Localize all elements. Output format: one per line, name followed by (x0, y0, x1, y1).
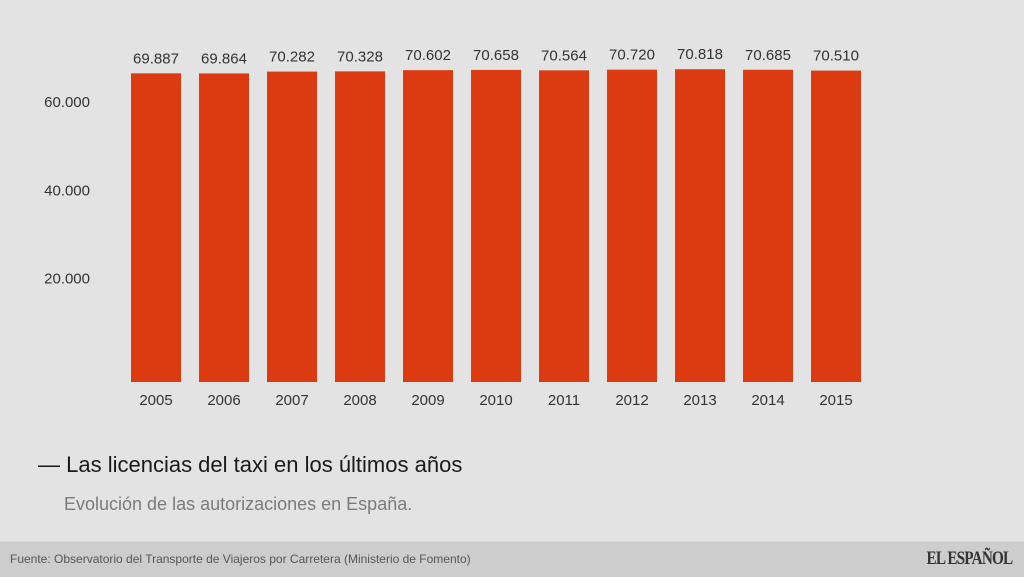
bar-2009 (403, 70, 453, 382)
x-tick-label: 2015 (819, 392, 852, 409)
bar-2005 (131, 73, 181, 382)
data-label: 70.510 (813, 48, 859, 65)
x-tick-label: 2007 (275, 392, 308, 409)
x-tick-label: 2013 (683, 392, 716, 409)
x-tick-label: 2011 (548, 392, 580, 409)
bar-2010 (471, 69, 521, 382)
x-tick-label: 2009 (411, 392, 444, 409)
y-tick-label: 20.000 (44, 271, 90, 288)
data-label: 70.685 (745, 47, 791, 64)
chart-title: — Las licencias del taxi en los últimos … (38, 452, 463, 477)
data-label: 70.818 (677, 46, 723, 63)
y-tick-label: 40.000 (44, 182, 90, 199)
source-note: Fuente: Observatorio del Transporte de V… (10, 552, 471, 566)
x-tick-label: 2005 (139, 392, 172, 409)
el-espanol-logo: EL ESPAÑOL (926, 548, 1013, 569)
x-tick-label: 2014 (751, 392, 784, 409)
data-label: 70.658 (473, 47, 519, 64)
bar-2006 (199, 73, 249, 383)
x-tick-label: 2012 (615, 392, 648, 409)
bar-2013 (675, 69, 725, 383)
data-label: 70.328 (337, 48, 383, 65)
bar-2012 (607, 69, 657, 383)
bar-2015 (811, 70, 861, 382)
chart-subtitle: Evolución de las autorizaciones en Españ… (64, 494, 413, 514)
data-label: 70.564 (541, 47, 587, 64)
bar-2007 (267, 71, 317, 382)
bar-2008 (335, 71, 385, 382)
bar-2014 (743, 69, 793, 382)
data-label: 69.887 (133, 50, 179, 67)
data-label: 70.282 (269, 49, 315, 66)
y-tick-label: 60.000 (44, 94, 90, 111)
x-tick-label: 2008 (343, 392, 376, 409)
footer: Fuente: Observatorio del Transporte de V… (0, 541, 1024, 577)
x-tick-label: 2010 (479, 392, 512, 409)
bar-2011 (539, 70, 589, 382)
data-label: 69.864 (201, 50, 247, 67)
data-label: 70.602 (405, 47, 451, 64)
data-label: 70.720 (609, 47, 655, 64)
x-tick-label: 2006 (207, 392, 240, 409)
bar-chart: 20.000 40.000 60.000 69.887 2005 69.864 2006 70… (44, 46, 861, 409)
